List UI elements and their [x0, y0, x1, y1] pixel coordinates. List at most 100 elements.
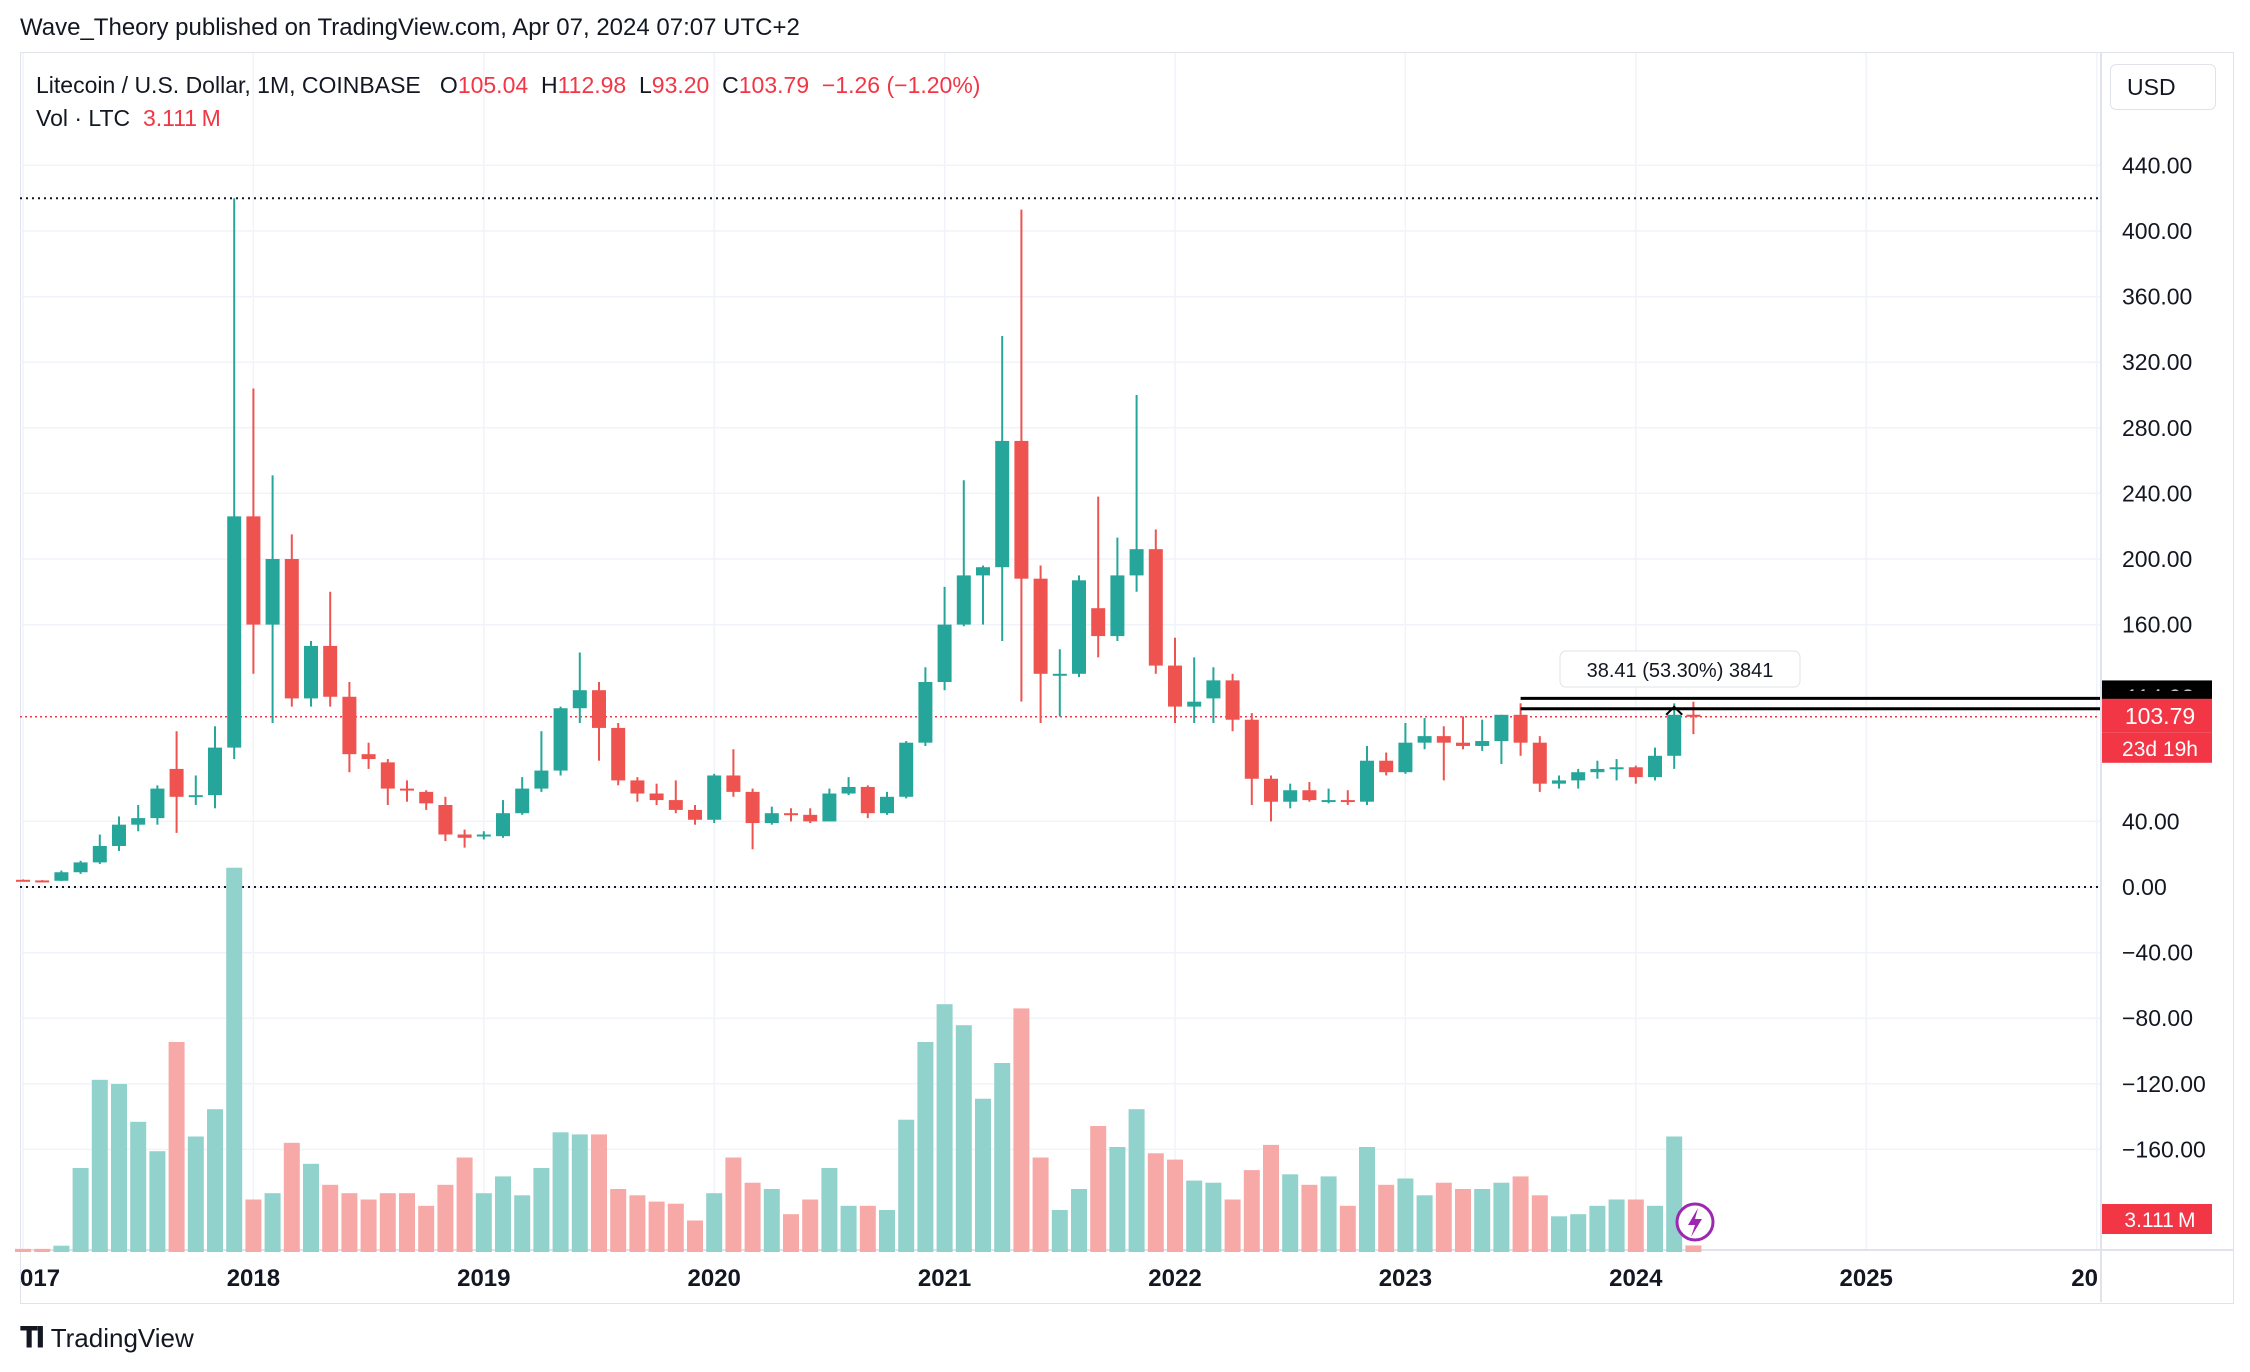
candle-body — [1609, 767, 1624, 770]
candle-body — [707, 775, 722, 820]
candle-body — [899, 742, 914, 797]
volume-bar — [475, 1193, 492, 1252]
volume-bar — [379, 1193, 396, 1252]
candle-body — [1014, 440, 1029, 579]
candle-body — [822, 793, 837, 822]
candle-body — [764, 813, 779, 824]
volume-bar — [1167, 1159, 1183, 1252]
volume-bar — [1685, 1245, 1702, 1252]
candle-body — [112, 824, 126, 846]
last-volume-label: 3.111 M — [2124, 1209, 2195, 1232]
currency-button[interactable]: USD — [2110, 64, 2216, 110]
candle-body — [995, 440, 1010, 568]
footer-brand[interactable]: 𝐓𝐈 TradingView — [20, 1322, 194, 1355]
candle-body — [1321, 800, 1336, 803]
candle-body — [1667, 714, 1682, 756]
volume-label: Vol · LTC — [36, 105, 131, 131]
volume-bar — [1051, 1210, 1068, 1252]
candle-body — [649, 793, 664, 801]
volume-bar — [648, 1201, 665, 1252]
candle-body — [1494, 714, 1509, 742]
open-value: 105.04 — [457, 72, 529, 98]
candle-body — [1110, 575, 1125, 637]
candle-body — [1072, 580, 1086, 674]
volume-bar — [975, 1098, 991, 1252]
candle-body — [1340, 800, 1355, 803]
volume-bar — [1416, 1195, 1433, 1252]
candle-body — [16, 879, 30, 882]
candle-body — [476, 834, 491, 837]
low-label: L — [639, 72, 652, 98]
change-value: −1.26 (−1.20%) — [821, 72, 981, 98]
lightning-icon[interactable] — [1675, 1202, 1715, 1242]
time-tick-label: 2020 — [688, 1265, 741, 1292]
volume-bar — [245, 1199, 262, 1252]
candle-body — [1590, 768, 1605, 773]
volume-bar — [495, 1176, 511, 1252]
volume-legend[interactable]: Vol · LTC 3.111 M — [36, 105, 221, 132]
last-volume-label-bg — [2102, 1204, 2212, 1234]
measure-label-box — [1559, 650, 1801, 688]
candle-body — [1436, 736, 1451, 743]
volume-bar — [53, 1245, 70, 1252]
candle-body — [572, 690, 587, 709]
volume-bar — [283, 1142, 300, 1252]
candle-body — [1052, 673, 1067, 676]
volume-bar — [917, 1042, 934, 1252]
time-tick-label: 2022 — [1148, 1265, 1201, 1292]
low-value: 93.20 — [651, 72, 710, 98]
volume-bar — [1071, 1189, 1087, 1252]
price-tick-label: −80.00 — [2122, 1005, 2193, 1031]
volume-bar — [514, 1195, 531, 1252]
volume-bar — [610, 1189, 627, 1252]
volume-bars — [15, 867, 1702, 1252]
price-tick-label: 40.00 — [2122, 808, 2180, 834]
candle-body — [1552, 780, 1566, 784]
candle-body — [1513, 714, 1528, 743]
candle-body — [1648, 755, 1662, 778]
volume-bar — [744, 1182, 761, 1252]
candle-body — [880, 796, 894, 814]
open-label: O — [439, 72, 458, 98]
volume-bar — [303, 1163, 319, 1252]
symbol-legend[interactable]: Litecoin / U.S. Dollar, 1M, COINBASE O10… — [36, 72, 980, 99]
volume-bar — [552, 1132, 569, 1252]
time-tick-label: 2024 — [1609, 1265, 1663, 1292]
candle-body — [1686, 714, 1701, 717]
high-value: 112.98 — [557, 72, 627, 98]
volume-bar — [207, 1109, 223, 1252]
price-tick-label: 0.00 — [2122, 874, 2167, 900]
symbol-title[interactable]: Litecoin / U.S. Dollar, 1M, COINBASE — [36, 72, 421, 98]
time-tick-label: 20 — [2071, 1265, 2098, 1292]
volume-bar — [34, 1248, 51, 1252]
candle-body — [1264, 778, 1278, 802]
candle-body — [1628, 767, 1643, 778]
time-tick-label: 2018 — [227, 1265, 280, 1292]
candle-body — [73, 862, 88, 873]
volume-value: 3.111 M — [142, 105, 221, 131]
price-tick-label: 240.00 — [2122, 480, 2192, 506]
candle-body — [457, 834, 472, 838]
volume-bar — [168, 1042, 185, 1252]
volume-bar — [1282, 1174, 1299, 1252]
candle-body — [1206, 680, 1221, 699]
volume-bar — [667, 1203, 684, 1252]
volume-bar — [1320, 1176, 1337, 1252]
volume-bar — [1090, 1126, 1107, 1252]
volume-bar — [1589, 1205, 1606, 1252]
volume-bar — [591, 1134, 607, 1252]
volume-bar — [1666, 1136, 1683, 1252]
volume-bar — [802, 1199, 819, 1252]
price-tick-label: −40.00 — [2122, 940, 2193, 966]
volume-bar — [898, 1119, 915, 1252]
volume-bar — [91, 1079, 108, 1252]
close-label: C — [722, 72, 739, 98]
volume-bar — [1224, 1199, 1241, 1252]
time-tick-label: 2019 — [457, 1265, 510, 1292]
volume-bar — [859, 1205, 876, 1252]
volume-bar — [1493, 1182, 1510, 1252]
candle-body — [1168, 665, 1182, 707]
price-axis: 440.00 400.00 360.00 320.00 280.00 240.00 200.… — [2122, 152, 2206, 1162]
